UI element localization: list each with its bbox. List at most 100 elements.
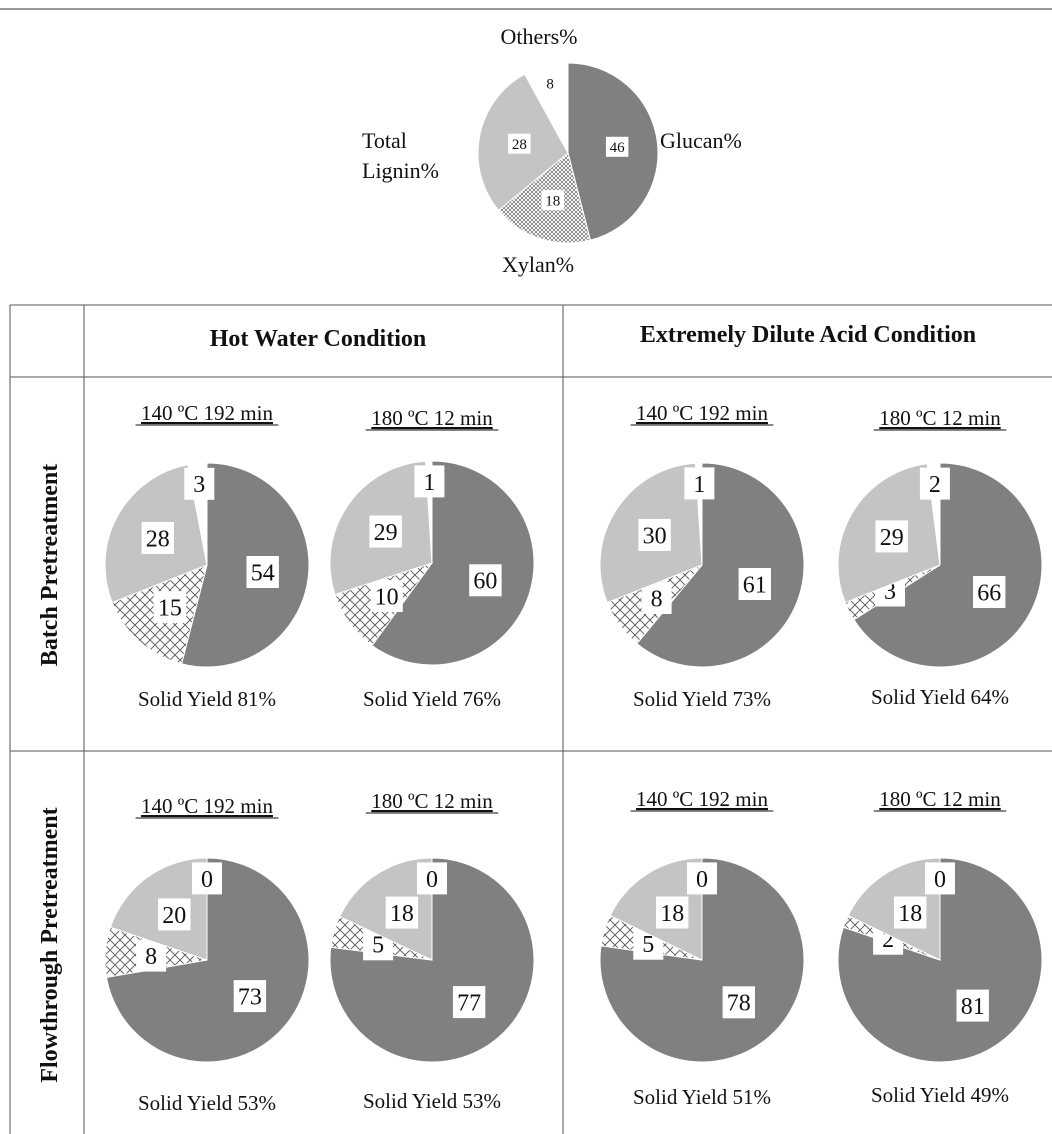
panel-7-value-glucan: 78 (727, 991, 751, 1017)
panel-8-slice-glucan (837, 857, 1043, 1063)
panel-4-label-box-lignin (875, 520, 908, 553)
panel-3-value-xylan: 8 (651, 586, 663, 612)
condition-label: 180 ºC 12 min (879, 406, 1001, 430)
condition-label: 140 ºC 192 min (636, 787, 768, 811)
solid-yield-label: Solid Yield 64% (871, 685, 1009, 709)
legend-pie-value-xylan: 18 (545, 193, 560, 209)
legend-pie-label-box-glucan (605, 136, 629, 157)
panel-2-value-lignin: 29 (374, 520, 398, 546)
panel-2-value-xylan: 10 (375, 584, 399, 610)
panel-1-label-box-xylan (153, 591, 187, 624)
panel-1-value-glucan: 54 (251, 560, 275, 586)
panel-5-value-lignin: 20 (162, 903, 186, 929)
condition-label: 180 ºC 12 min (371, 406, 493, 430)
panel-8-value-others: 0 (934, 867, 946, 893)
panel-2-slice-glucan (371, 460, 535, 666)
row-header-flowthrough: Flowthrough Pretreatment (37, 807, 63, 1082)
panel-5-value-others: 0 (201, 867, 213, 893)
panel-1-slice-glucan (181, 462, 310, 668)
panel-2-value-glucan: 60 (473, 569, 497, 595)
panel-3-label-box-lignin (638, 518, 671, 551)
panel-2-label-box-xylan (370, 580, 403, 612)
panel-3-value-glucan: 61 (743, 572, 767, 598)
panel-1-label-box-others (184, 467, 215, 500)
panel-3-label-box-glucan (738, 568, 771, 600)
panel-4-label-box-others (919, 467, 950, 500)
column-header-dilute-acid: Extremely Dilute Acid Condition (640, 322, 976, 348)
pie-panel: 180 ºC 12 min 60 10 29 1 Solid Yield 76% (329, 406, 535, 711)
legend-label-lignin-line1: Total (362, 128, 407, 153)
panel-3-value-others: 1 (693, 472, 705, 498)
pie-panel: 140 ºC 192 min 78 518 0 Solid Yield 51% (599, 787, 805, 1109)
column-header-hot-water: Hot Water Condition (210, 326, 426, 352)
legend-pie-value-lignin: 28 (512, 137, 527, 153)
panel-2-label-box-others (414, 465, 445, 498)
panel-1-value-others: 3 (193, 472, 205, 498)
panel-4-slice-glucan (853, 462, 1043, 668)
panel-7-value-lignin: 18 (660, 901, 684, 927)
solid-yield-label: Solid Yield 51% (633, 1085, 771, 1109)
solid-yield-label: Solid Yield 76% (363, 687, 501, 711)
condition-label: 180 ºC 12 min (879, 787, 1001, 811)
panel-1-value-lignin: 28 (146, 526, 170, 552)
panel-7-label-box-lignin (656, 896, 689, 929)
panel-7-value-others: 0 (696, 867, 708, 893)
panel-5-value-xylan: 8 (145, 944, 157, 970)
pie-panel: 140 ºC 192 min 73 820 0 Solid Yield 53% (104, 794, 310, 1115)
panel-8-label-box-others (925, 862, 955, 895)
panel-6-label-box-lignin (385, 896, 419, 929)
condition-label: 140 ºC 192 min (141, 794, 273, 818)
solid-yield-label: Solid Yield 49% (871, 1083, 1009, 1107)
pie-panel: 140 ºC 192 min 61 8 30 1 Solid Yield 73% (599, 401, 805, 711)
panel-4-value-lignin: 29 (880, 525, 904, 551)
panel-4-label-box-glucan (973, 576, 1006, 608)
panel-5-value-glucan: 73 (238, 985, 262, 1011)
condition-label: 140 ºC 192 min (636, 401, 768, 425)
panel-8-value-glucan: 81 (961, 994, 985, 1020)
condition-label: 180 ºC 12 min (371, 789, 493, 813)
panel-3-label-box-others (684, 467, 715, 500)
panel-2-label-box-glucan (469, 564, 502, 597)
panel-6-value-glucan: 77 (457, 991, 481, 1017)
panel-2-value-others: 1 (423, 470, 435, 496)
panel-7-label-box-glucan (722, 986, 755, 1019)
legend-label-lignin: Total Lignin% (362, 128, 439, 183)
row-header-batch: Batch Pretreatment (37, 464, 63, 666)
solid-yield-label: Solid Yield 53% (363, 1089, 501, 1113)
panel-5-label-box-lignin (158, 898, 191, 931)
panel-6-value-lignin: 18 (390, 901, 414, 927)
panel-8-label-box-glucan (956, 989, 989, 1022)
panel-5-label-box-others (192, 862, 222, 895)
panel-3-slice-glucan (636, 462, 805, 668)
legend-pie-label-box-xylan (541, 190, 564, 211)
solid-yield-label: Solid Yield 81% (138, 687, 276, 711)
panel-4-value-glucan: 66 (977, 580, 1001, 606)
panel-7-label-box-others (687, 862, 717, 895)
panel-1-label-box-lignin (141, 522, 174, 554)
panel-7-value-xylan: 5 (642, 932, 654, 958)
legend-label-xylan: Xylan% (502, 252, 574, 277)
panel-3-value-lignin: 30 (643, 523, 667, 549)
panel-6-value-others: 0 (426, 867, 438, 893)
panel-1-value-xylan: 15 (158, 596, 182, 622)
solid-yield-label: Solid Yield 53% (138, 1091, 276, 1115)
solid-yield-label: Solid Yield 73% (633, 687, 771, 711)
panel-5-label-box-glucan (233, 980, 267, 1013)
pie-panel: 140 ºC 192 min 54 15 28 3 Solid Yield 81% (104, 401, 310, 711)
panel-8-label-box-lignin (894, 896, 927, 929)
panel-1-label-box-glucan (246, 556, 279, 588)
legend-pie-label-box-others (540, 73, 561, 94)
panel-8-value-lignin: 18 (898, 901, 922, 927)
table-grid (9, 304, 1052, 1134)
panel-2-label-box-lignin (369, 515, 402, 548)
panel-4-value-others: 2 (929, 472, 941, 498)
legend-label-lignin-line2: Lignin% (362, 158, 439, 183)
legend-label-glucan: Glucan% (660, 128, 742, 153)
legend-pie: 46 18 28 8 (477, 62, 659, 244)
legend-pie-value-others: 8 (546, 77, 554, 93)
condition-label: 140 ºC 192 min (141, 401, 273, 425)
